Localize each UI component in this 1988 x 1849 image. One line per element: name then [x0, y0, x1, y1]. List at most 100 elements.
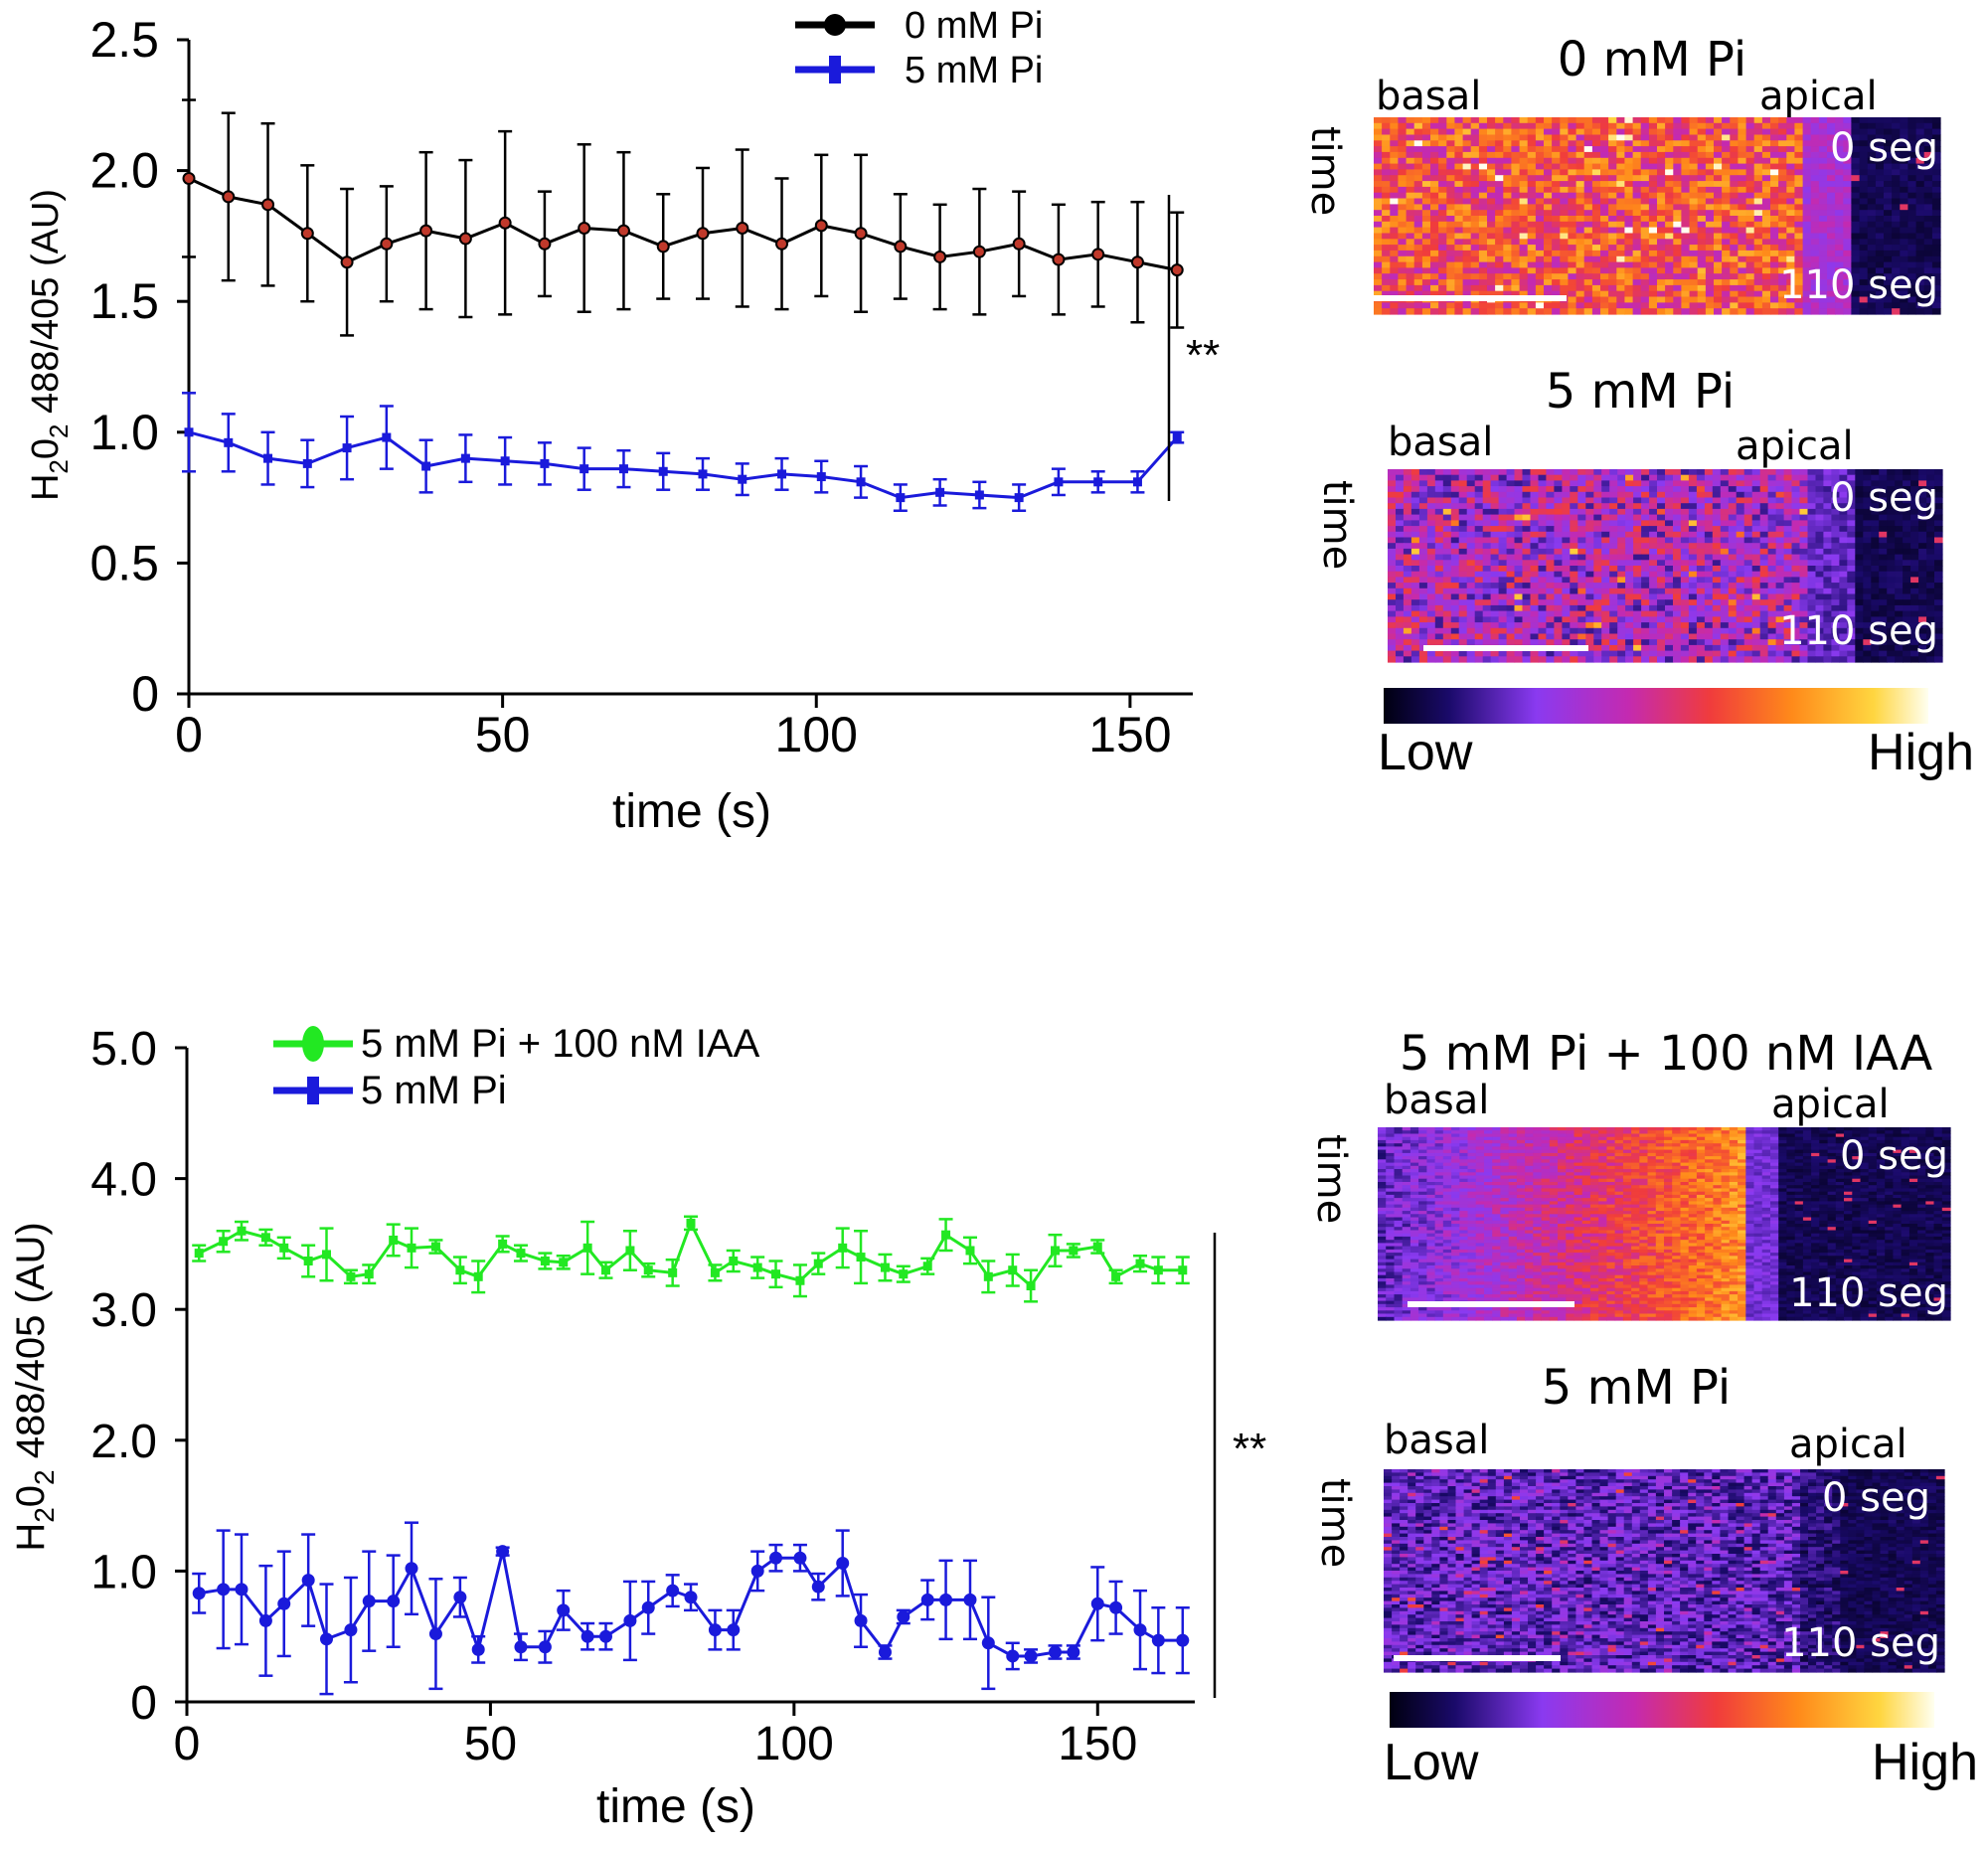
kymograph-pixel [1560, 221, 1569, 229]
data-point [194, 1249, 204, 1259]
kymograph-pixel [1514, 577, 1524, 584]
kymograph-pixel [1738, 261, 1747, 268]
kymograph-pixel [1421, 157, 1431, 165]
data-point [346, 1271, 356, 1281]
kymograph-pixel [1720, 616, 1730, 623]
kymograph-pixel [1907, 250, 1917, 257]
kymograph-pixel [1879, 566, 1888, 573]
kymograph-pixel [1915, 128, 1925, 135]
kymograph-pixel [1794, 134, 1804, 141]
kymograph-pixel [1879, 593, 1888, 600]
kymograph-pixel [1430, 227, 1439, 234]
kymograph-pixel [1859, 255, 1869, 263]
kymograph-pixel [1761, 157, 1771, 165]
kymograph-pixel [1759, 491, 1769, 499]
kymograph-pixel [1487, 163, 1496, 170]
data-point [856, 477, 866, 487]
kymograph-pixel [1474, 571, 1484, 578]
kymograph-pixel [1778, 245, 1787, 252]
kymograph-pixel [1535, 198, 1545, 205]
kymograph-pixel [1855, 531, 1864, 539]
kymograph-pixel [1374, 250, 1383, 257]
kymograph-pixel [1503, 198, 1512, 205]
kymograph-pixel [1482, 604, 1492, 612]
kymograph-pixel [1624, 204, 1634, 211]
kymograph-pixel [1609, 560, 1618, 567]
kymograph-pixel [1648, 169, 1658, 176]
kymograph-pixel [1681, 296, 1691, 303]
kymograph-pixel [1450, 503, 1460, 510]
kymograph-pixel [1585, 537, 1594, 544]
kymograph-pixel [1895, 588, 1904, 595]
kymograph-pixel [1568, 290, 1577, 298]
kymograph-pixel [1900, 204, 1908, 211]
kymograph-pixel [1934, 604, 1943, 612]
kymograph-pixel [1714, 239, 1723, 246]
kymograph-pixel [1887, 583, 1896, 589]
kymograph-pixel [1600, 290, 1609, 298]
kymograph-pixel [1438, 192, 1447, 200]
kymograph-pixel [1575, 290, 1585, 298]
kymograph-pixel [1462, 198, 1472, 205]
kymograph-pixel [1554, 508, 1563, 516]
kymograph-pixel [1454, 284, 1464, 292]
kymograph-pixel [1915, 163, 1925, 170]
kymograph-pixel [1875, 163, 1885, 170]
kymograph-pixel [1673, 134, 1682, 141]
data-point [235, 1583, 248, 1597]
data-point [455, 1265, 465, 1275]
kymograph-pixel [1482, 514, 1492, 521]
kymograph-pixel [1538, 497, 1548, 504]
kymograph-pixel [1382, 221, 1391, 229]
kymograph-pixel [1585, 588, 1594, 595]
kymograph-pixel [1810, 169, 1820, 176]
kymograph-pixel [1388, 616, 1397, 623]
kymograph-pixel [1585, 548, 1594, 556]
kymograph-pixel [1863, 543, 1872, 550]
kymograph-pixel [1775, 593, 1785, 600]
kymograph-pixel [1855, 588, 1864, 595]
kymograph-pixel [1818, 216, 1828, 223]
kymograph-pixel [1538, 503, 1548, 510]
kymograph-pixel [1934, 531, 1943, 539]
kymograph-pixel [1458, 543, 1468, 550]
kymograph-pixel [1454, 169, 1464, 176]
kymograph-pixel [1583, 216, 1593, 223]
kymograph-pixel [1759, 486, 1769, 493]
kymograph-pixel [1855, 604, 1864, 612]
y-tick-label: 4.0 [90, 1154, 157, 1207]
kymograph-pixel [1786, 192, 1795, 200]
kymograph-pixel [1616, 198, 1625, 205]
kymograph-pixel [1875, 122, 1885, 130]
kymograph-pixel [1827, 255, 1836, 263]
kymograph-pixel [1843, 169, 1852, 176]
kymograph-pixel [1633, 616, 1642, 623]
kymograph-pixel [1450, 599, 1460, 606]
kymograph-pixel [1657, 151, 1666, 159]
kymograph-pixel [1511, 210, 1521, 217]
kymograph-pixel [1585, 514, 1594, 521]
kymograph-pixel [1871, 514, 1880, 521]
kymograph-pixel [1775, 566, 1785, 573]
kymograph-pixel [1498, 497, 1508, 504]
kymograph-pixel [1767, 514, 1777, 521]
kymograph-pixel [1535, 157, 1545, 165]
kymograph-pixel [1522, 543, 1532, 550]
kymograph-pixel [1608, 198, 1617, 205]
kymograph-pixel [1712, 469, 1722, 476]
kymograph-pixel [1855, 610, 1864, 617]
kymograph-pixel [1616, 181, 1625, 188]
kymograph-pixel [1482, 610, 1492, 617]
kymograph-pixel [1470, 181, 1480, 188]
kymograph-pixel [1568, 181, 1577, 188]
kymograph-pixel [1736, 491, 1745, 499]
kymograph-pixel [1722, 169, 1731, 176]
kymograph-pixel [1648, 250, 1658, 257]
kymograph-pixel [1450, 537, 1460, 544]
kymograph-pixel [1673, 308, 1682, 315]
kymograph-pixel [1446, 181, 1455, 188]
kymograph-pixel [1382, 239, 1391, 246]
kymograph-pixel [1410, 480, 1420, 487]
kymograph-pixel [1632, 302, 1642, 309]
kymograph-pixel [1738, 233, 1747, 240]
